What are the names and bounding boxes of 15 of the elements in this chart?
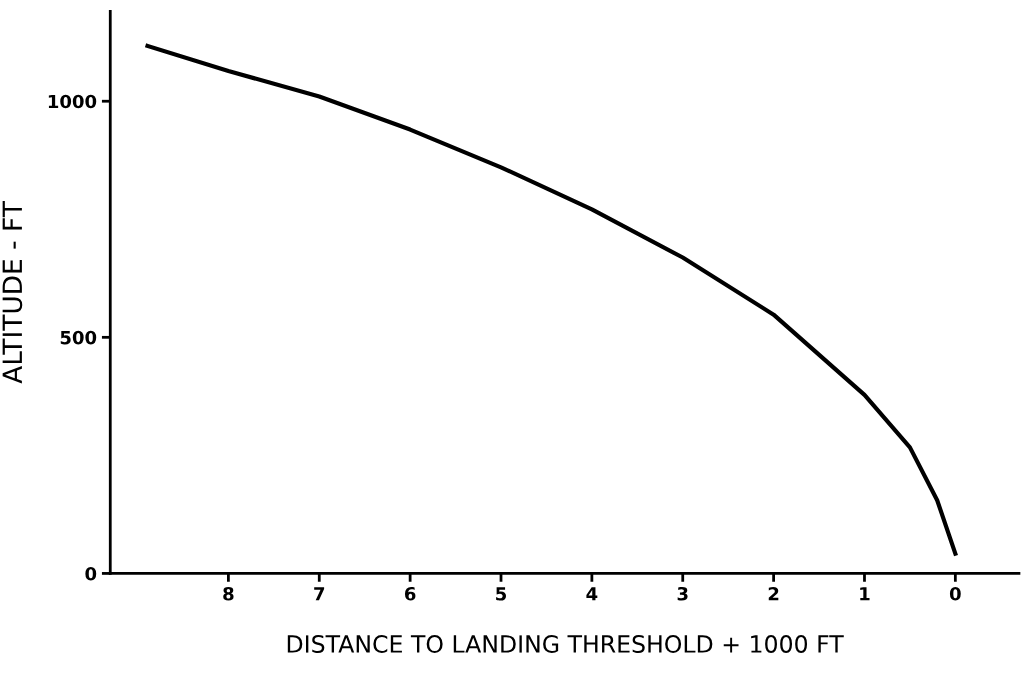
y-tick-label: 1000: [48, 94, 97, 109]
y-tick-label: 500: [60, 330, 97, 345]
line-series: [145, 43, 958, 556]
y-tick-label: 0: [85, 566, 97, 581]
x-tick-label: 3: [677, 586, 688, 601]
x-tick-label: 8: [223, 586, 234, 601]
x-tick-label: 2: [768, 586, 779, 601]
y-axis-title: ALTITUDE - FT: [2, 201, 23, 384]
x-tick-label: 5: [496, 587, 507, 601]
x-tick-label: 1: [860, 587, 870, 601]
x-tick-label: 0: [949, 586, 961, 601]
x-axis-title: DISTANCE TO LANDING THRESHOLD + 1000 FT: [287, 635, 844, 653]
x-tick-label: 6: [404, 586, 416, 601]
x-tick-label: 4: [586, 587, 598, 601]
x-tick-label: 7: [314, 587, 325, 601]
